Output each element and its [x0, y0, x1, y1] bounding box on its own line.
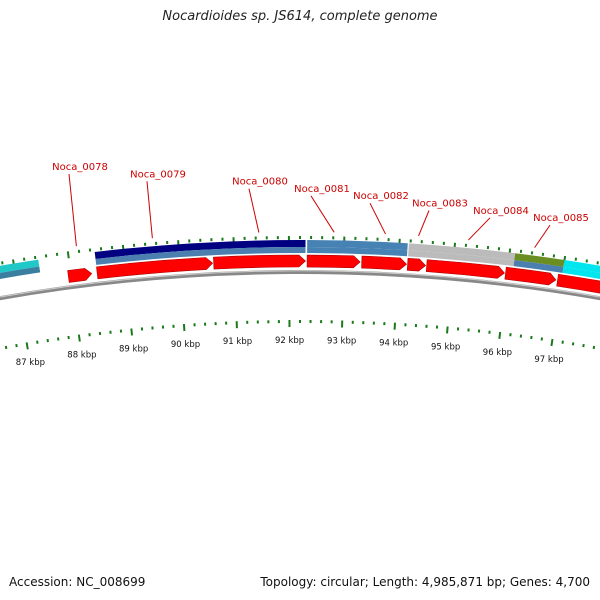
gene-label: Noca_0080 [232, 177, 288, 188]
gene-leader-line [146, 181, 153, 239]
cds-arrow [67, 268, 93, 283]
cog-segment-lower [95, 247, 306, 265]
axis-tick-label: 89 kbp [119, 344, 148, 354]
cog-segment [307, 240, 408, 251]
gene-leader-line [310, 195, 335, 233]
cds-arrow [96, 257, 214, 280]
axis-tick-label: 88 kbp [67, 350, 96, 360]
cog-segment-lower [0, 266, 41, 279]
minor-tick [592, 345, 596, 350]
cds-arrow [504, 266, 557, 286]
gene-label: Noca_0083 [412, 199, 468, 210]
backbone [0, 270, 600, 301]
cog-segment-lower [562, 266, 600, 279]
minor-tick [596, 261, 599, 265]
cog-segment-lower [307, 247, 408, 257]
cds-track [67, 254, 600, 294]
minor-tick [15, 343, 18, 348]
gene-leader-line [248, 188, 260, 233]
axis-tick-label: 96 kbp [483, 348, 512, 358]
gene-leader-line [68, 173, 77, 247]
axis-tick-label: 93 kbp [327, 337, 356, 347]
major-tick [446, 326, 449, 334]
cds-arrow [556, 273, 600, 294]
gene-labels: Noca_0078Noca_0079Noca_0080Noca_0081Noca… [52, 162, 589, 248]
axis-tick-label: 92 kbp [275, 336, 304, 346]
gene-label: Noca_0078 [52, 162, 108, 173]
cds-arrow [213, 254, 306, 270]
inner-tick-track [4, 320, 596, 350]
backbone-highlight [0, 270, 600, 298]
gene-label: Noca_0082 [353, 191, 409, 202]
axis-tick-label: 90 kbp [171, 340, 200, 350]
cog-track [0, 240, 600, 279]
backbone-circle [0, 270, 600, 301]
cog-segment-lower [408, 250, 515, 267]
cog-segment [94, 240, 306, 259]
axis-tick-label: 91 kbp [223, 337, 252, 347]
gene-label: Noca_0079 [130, 169, 186, 180]
major-tick [550, 338, 554, 347]
map-title: Nocardioides sp. JS614, complete genome [162, 9, 438, 24]
gene-label: Noca_0085 [533, 213, 589, 224]
cog-segment-lower [513, 260, 564, 273]
cds-arrow [306, 254, 361, 269]
minor-tick [582, 343, 585, 348]
major-tick [130, 328, 134, 336]
gene-leader-line [418, 210, 430, 237]
axis-tick-label: 97 kbp [534, 355, 563, 365]
gene-leader-line [534, 224, 551, 248]
cog-segment [514, 253, 565, 267]
minor-tick [4, 345, 8, 350]
gene-leader-line [468, 217, 491, 241]
cds-arrow [406, 258, 427, 272]
major-tick [77, 334, 81, 342]
cds-arrow [361, 255, 407, 271]
gene-leader-line [369, 202, 386, 235]
cog-segment [563, 259, 600, 273]
axis-tick-label: 94 kbp [379, 339, 408, 349]
minor-tick [1, 261, 4, 265]
cds-arrow [425, 259, 505, 279]
axis-labels: 87 kbp 88 kbp 89 kbp 90 kbp 91 kbp 92 kbp 93 k… [16, 336, 564, 368]
major-tick [25, 342, 29, 350]
axis-tick-label: 95 kbp [431, 342, 460, 352]
genome-summary-text: Topology: circular; Length: 4,985,871 bp… [260, 575, 590, 589]
gene-label: Noca_0081 [294, 184, 350, 195]
major-tick [66, 251, 70, 259]
gene-label: Noca_0084 [473, 206, 529, 217]
major-tick [498, 331, 502, 340]
axis-tick-label: 87 kbp [16, 358, 45, 368]
accession-text: Accession: NC_008699 [9, 575, 146, 589]
cog-segment [408, 243, 516, 261]
cog-segment [0, 259, 40, 273]
